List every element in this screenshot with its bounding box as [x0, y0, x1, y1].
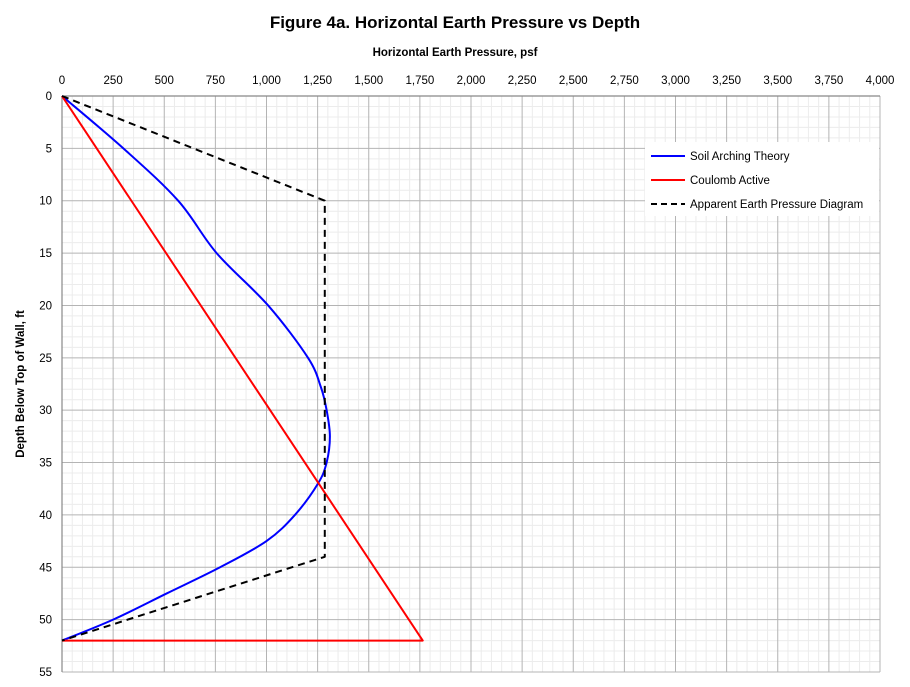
- y-tick-label: 20: [39, 300, 52, 312]
- chart-title: Figure 4a. Horizontal Earth Pressure vs …: [270, 13, 640, 32]
- x-tick-label: 2,500: [559, 75, 588, 87]
- y-tick-label: 55: [39, 667, 52, 679]
- y-tick-label: 15: [39, 248, 52, 260]
- x-tick-label: 2,250: [508, 75, 537, 87]
- tick-labels: 0 250 500 750 1,000 1,250 1,500 1,750 2,000 2,250…: [39, 75, 894, 679]
- x-tick-label: 0: [59, 75, 65, 87]
- y-tick-label: 50: [39, 615, 52, 627]
- x-tick-label: 1,750: [405, 75, 434, 87]
- series-lines: [61, 95, 424, 642]
- x-tick-label: 3,000: [661, 75, 690, 87]
- x-tick-label: 3,750: [814, 75, 843, 87]
- x-tick-label: 3,500: [763, 75, 792, 87]
- y-tick-label: 35: [39, 458, 52, 470]
- series-line-soil-arching-theory: [61, 95, 331, 642]
- x-tick-label: 2,000: [457, 75, 486, 87]
- legend-label: Coulomb Active: [690, 175, 770, 187]
- y-tick-label: 45: [39, 562, 52, 574]
- legend: Soil Arching Theory Coulomb Active Apparen…: [645, 142, 879, 216]
- legend-label: Soil Arching Theory: [690, 151, 790, 163]
- legend-label: Apparent Earth Pressure Diagram: [690, 199, 863, 211]
- series-line-coulomb-active: [61, 95, 424, 642]
- y-axis-title: Depth Below Top of Wall, ft: [15, 310, 27, 458]
- x-tick-label: 750: [206, 75, 225, 87]
- x-tick-label: 2,750: [610, 75, 639, 87]
- y-tick-label: 0: [46, 91, 52, 103]
- x-tick-label: 1,250: [303, 75, 332, 87]
- y-tick-label: 25: [39, 353, 52, 365]
- x-tick-label: 250: [104, 75, 123, 87]
- y-tick-label: 5: [46, 143, 52, 155]
- y-tick-label: 40: [39, 510, 52, 522]
- x-axis-title: Horizontal Earth Pressure, psf: [373, 47, 538, 59]
- series-line-apparent-earth-pressure-diagram: [61, 95, 326, 642]
- x-tick-label: 500: [155, 75, 174, 87]
- x-tick-label: 3,250: [712, 75, 741, 87]
- x-tick-label: 1,500: [354, 75, 383, 87]
- y-tick-label: 30: [39, 405, 52, 417]
- x-tick-label: 1,000: [252, 75, 281, 87]
- y-tick-label: 10: [39, 196, 52, 208]
- x-tick-label: 4,000: [866, 75, 895, 87]
